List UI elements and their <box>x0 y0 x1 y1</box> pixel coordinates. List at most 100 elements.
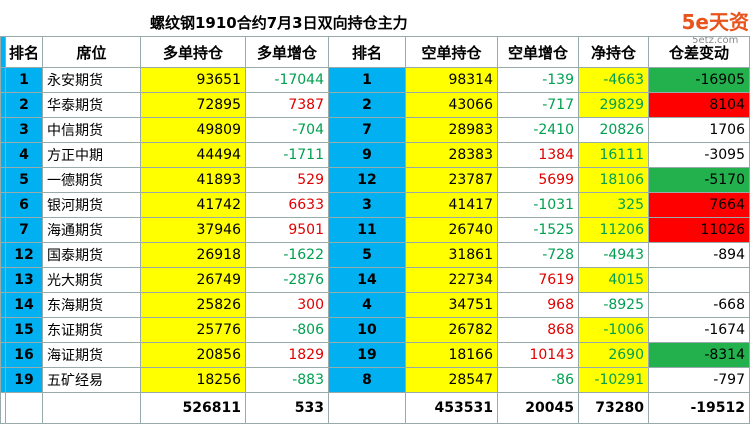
header-cell: 净持仓 <box>578 36 649 68</box>
cell: 18106 <box>578 167 649 193</box>
cell: 14 <box>5 292 43 318</box>
cell: 方正中期 <box>42 142 141 168</box>
cell: 1829 <box>245 342 329 368</box>
cell: 18256 <box>140 367 246 393</box>
cell: 3 <box>5 117 43 143</box>
cell: 东海期货 <box>42 292 141 318</box>
total-cell: 533 <box>245 392 329 424</box>
cell: -4943 <box>578 242 649 268</box>
cell: 16 <box>5 342 43 368</box>
total-cell: 453531 <box>405 392 498 424</box>
data-row: 13 光大期货 26749 -2876 14 22734 7619 4015 <box>0 267 750 293</box>
cell: -10291 <box>578 367 649 393</box>
data-row: 7 海通期货 37946 9501 11 26740 -1525 11206 11026 <box>0 217 750 243</box>
cell: 1706 <box>648 117 750 143</box>
cell: 国泰期货 <box>42 242 141 268</box>
cell: 12 <box>328 167 406 193</box>
cell: 一德期货 <box>42 167 141 193</box>
data-row: 1 永安期货 93651 -17044 1 98314 -139 -4663 -16905 <box>0 67 750 93</box>
cell: 28383 <box>405 142 498 168</box>
header-cell: 席位 <box>42 36 141 68</box>
cell: 8104 <box>648 92 750 118</box>
cell: 华泰期货 <box>42 92 141 118</box>
cell: -1006 <box>578 317 649 343</box>
data-row: 14 东海期货 25826 300 4 34751 968 -8925 -668 <box>0 292 750 318</box>
cell: 44494 <box>140 142 246 168</box>
cell: -16905 <box>648 67 750 93</box>
cell: -704 <box>245 117 329 143</box>
cell: -668 <box>648 292 750 318</box>
data-row: 6 银河期货 41742 6633 3 41417 -1031 325 7664 <box>0 192 750 218</box>
total-cell: 526811 <box>140 392 246 424</box>
cell: 中信期货 <box>42 117 141 143</box>
cell: -4663 <box>578 67 649 93</box>
cell: -894 <box>648 242 750 268</box>
cell: -1711 <box>245 142 329 168</box>
cell: 2 <box>328 92 406 118</box>
cell: 2 <box>5 92 43 118</box>
cell: 4015 <box>578 267 649 293</box>
cell: -717 <box>497 92 579 118</box>
cell: -2410 <box>497 117 579 143</box>
total-cell: 20045 <box>497 392 579 424</box>
cell: 5699 <box>497 167 579 193</box>
data-row: 15 东证期货 25776 -806 10 26782 868 -1006 -1674 <box>0 317 750 343</box>
cell: -139 <box>497 67 579 93</box>
cell: 11026 <box>648 217 750 243</box>
cell: -728 <box>497 242 579 268</box>
cell: 7619 <box>497 267 579 293</box>
cell: 12 <box>5 242 43 268</box>
cell: 29829 <box>578 92 649 118</box>
cell: 26749 <box>140 267 246 293</box>
cell: 18166 <box>405 342 498 368</box>
cell: 968 <box>497 292 579 318</box>
cell: 永安期货 <box>42 67 141 93</box>
cell: 9 <box>328 142 406 168</box>
header-cell: 多单持仓 <box>140 36 246 68</box>
cell: 5 <box>5 167 43 193</box>
cell: 26740 <box>405 217 498 243</box>
cell: 1 <box>328 67 406 93</box>
table: 排名 席位 多单持仓 多单增仓 排名 空单持仓 空单增仓 净持仓 仓差变动 1 永安期货 93651-… <box>0 36 750 424</box>
header-cell: 空单持仓 <box>405 36 498 68</box>
title: 螺纹钢1910合约7月3日双向持仓主力 <box>150 14 408 32</box>
cell: 4 <box>328 292 406 318</box>
cell: 7 <box>5 217 43 243</box>
total-cell: -19512 <box>648 392 750 424</box>
cell: 五矿经易 <box>42 367 141 393</box>
data-row: 19 五矿经易 18256 -883 8 28547 -86 -10291 -797 <box>0 367 750 393</box>
total-cell <box>5 392 43 424</box>
cell: 23787 <box>405 167 498 193</box>
cell: 26918 <box>140 242 246 268</box>
cell: -1031 <box>497 192 579 218</box>
cell <box>648 267 750 293</box>
cell: 49809 <box>140 117 246 143</box>
cell: 868 <box>497 317 579 343</box>
cell: 13 <box>5 267 43 293</box>
cell: 41417 <box>405 192 498 218</box>
cell: 6633 <box>245 192 329 218</box>
cell: -1622 <box>245 242 329 268</box>
cell: 7664 <box>648 192 750 218</box>
cell: 10 <box>328 317 406 343</box>
cell: 9501 <box>245 217 329 243</box>
cell: 19 <box>5 367 43 393</box>
cell: 4 <box>5 142 43 168</box>
cell: -3095 <box>648 142 750 168</box>
cell: -806 <box>245 317 329 343</box>
cell: 25826 <box>140 292 246 318</box>
cell: 7387 <box>245 92 329 118</box>
cell: 22734 <box>405 267 498 293</box>
total-cell <box>328 392 406 424</box>
cell: 43066 <box>405 92 498 118</box>
header-cell: 仓差变动 <box>648 36 750 68</box>
data-row: 4 方正中期 44494 -1711 9 28383 1384 16111 -3095 <box>0 142 750 168</box>
cell: 25776 <box>140 317 246 343</box>
total-row: 526811 533 453531 20045 73280 -19512 <box>0 392 750 424</box>
cell: 海证期货 <box>42 342 141 368</box>
cell: 26782 <box>405 317 498 343</box>
cell: 72895 <box>140 92 246 118</box>
data-row: 16 海证期货 20856 1829 19 18166 10143 2690 -8314 <box>0 342 750 368</box>
cell: 37946 <box>140 217 246 243</box>
data-row: 2 华泰期货 72895 7387 2 43066 -717 29829 8104 <box>0 92 750 118</box>
